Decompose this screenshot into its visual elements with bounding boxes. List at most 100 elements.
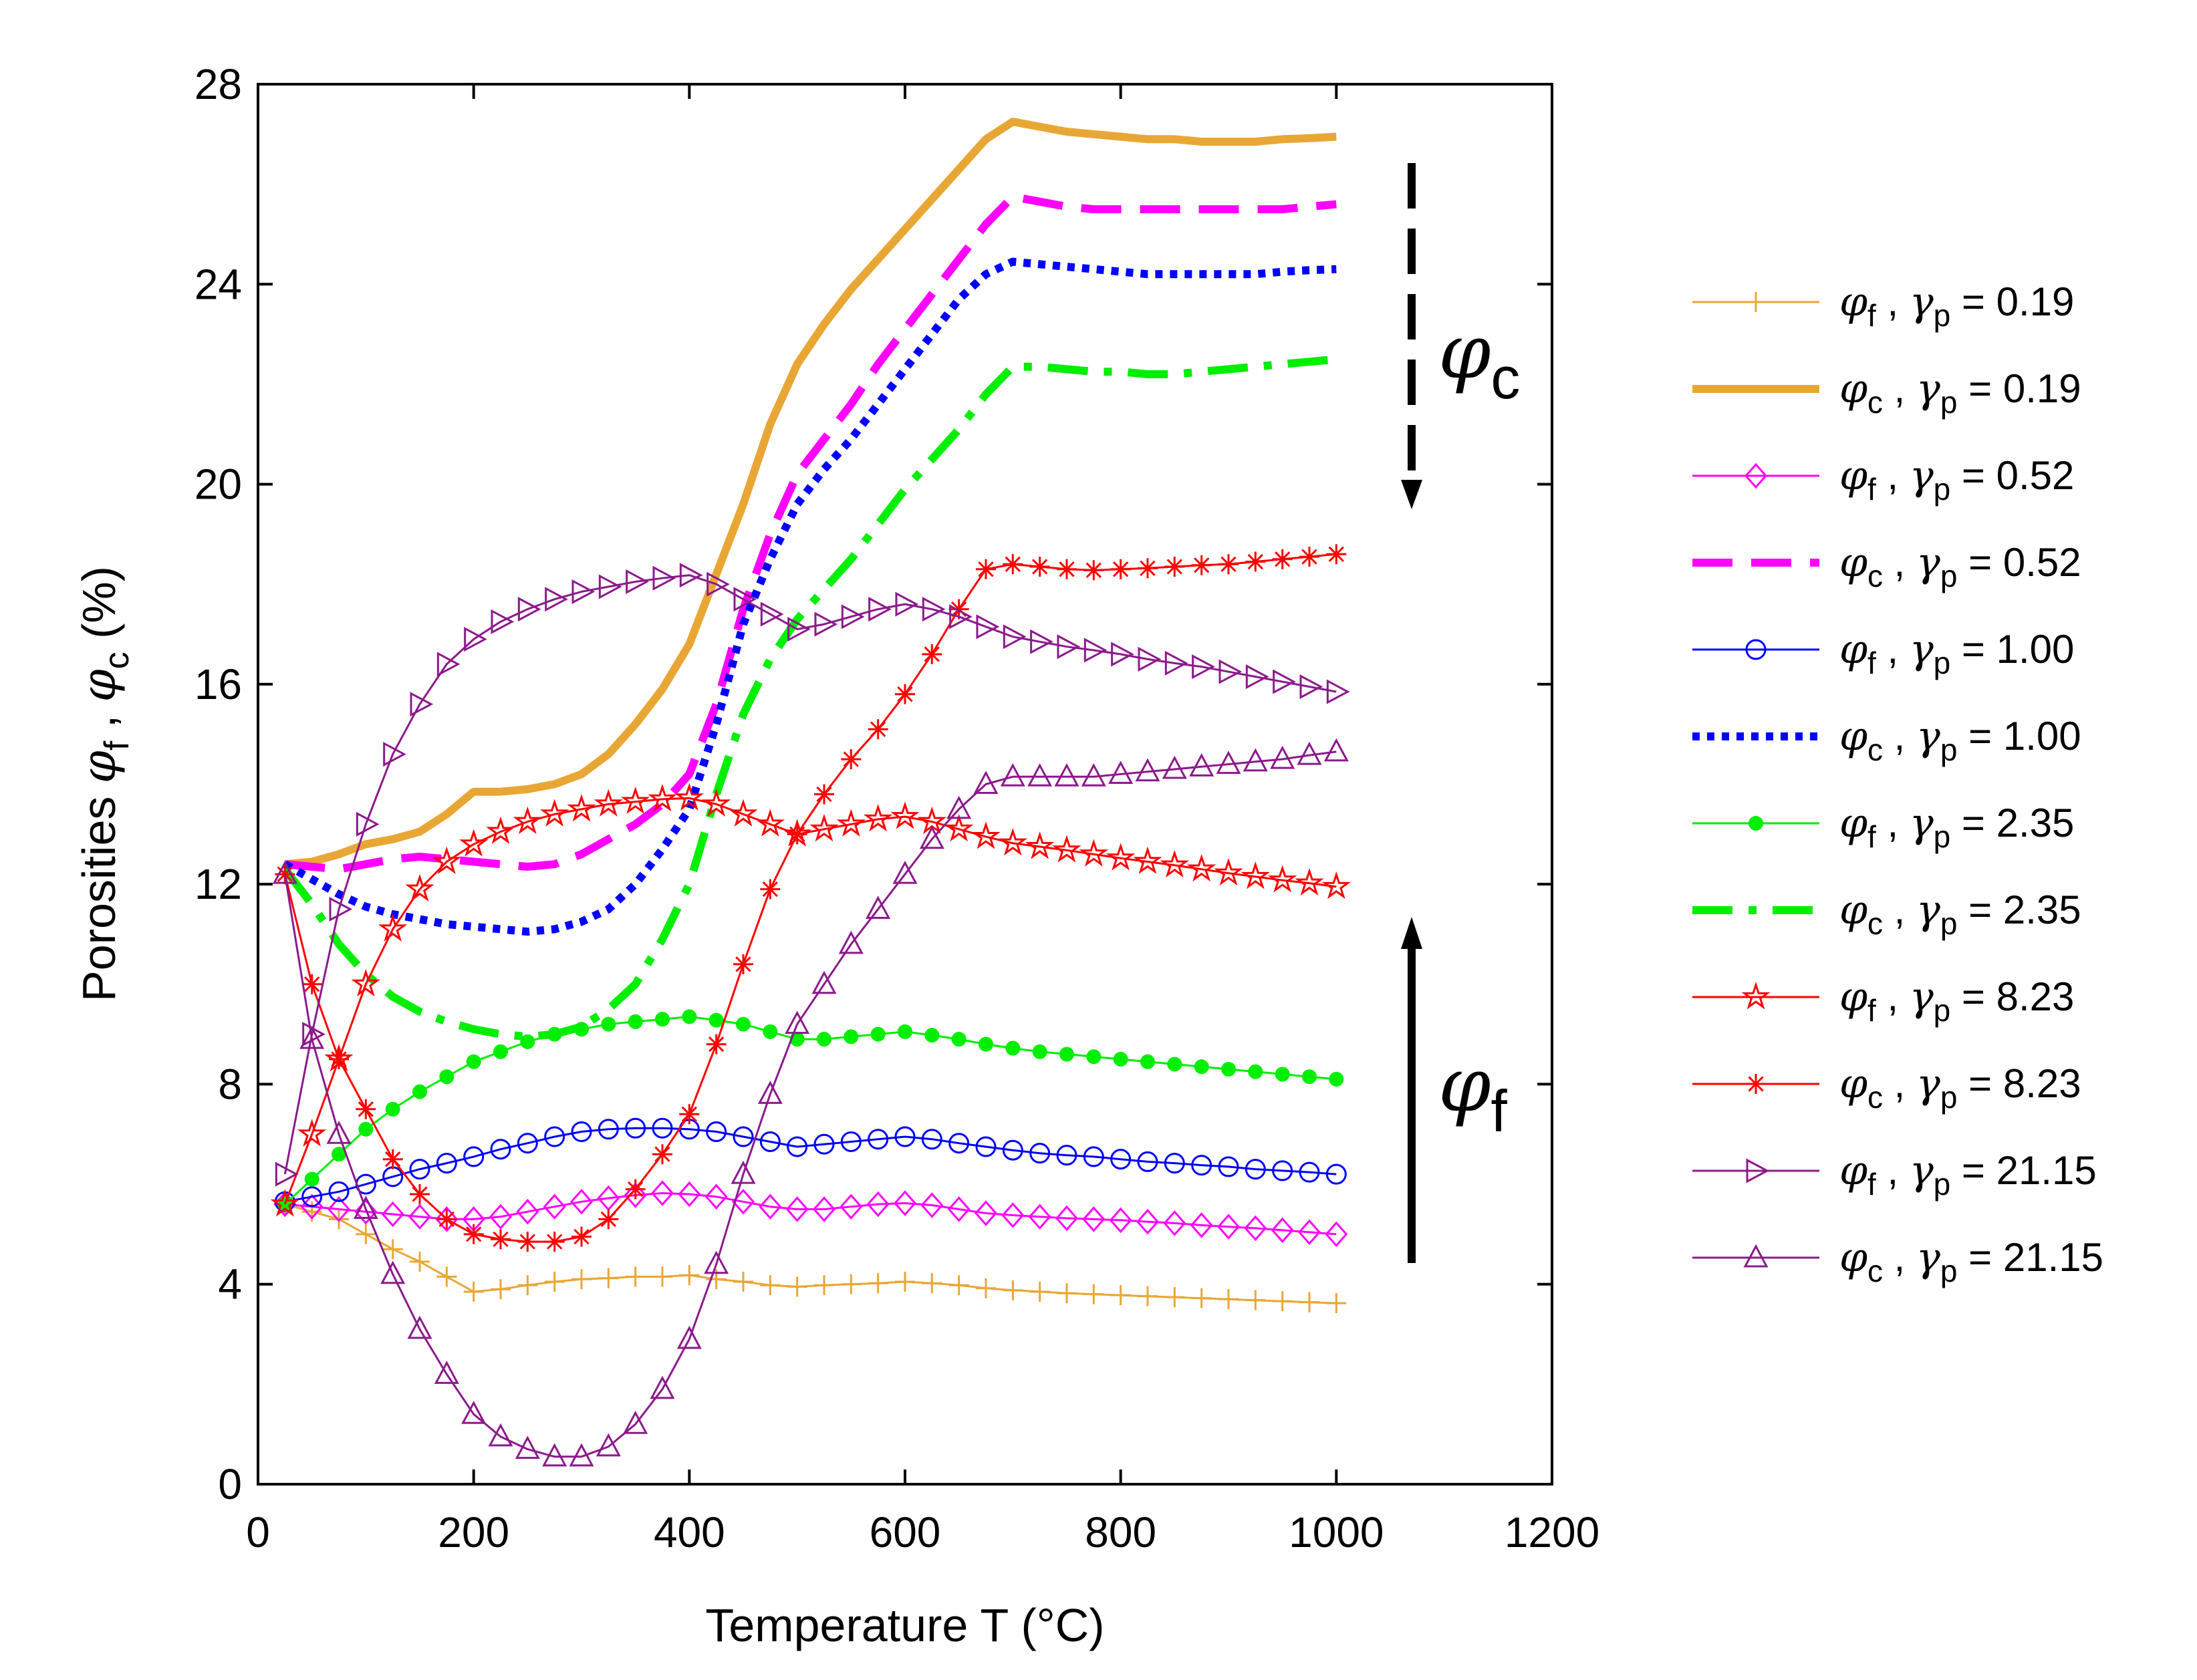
data-point bbox=[378, 914, 408, 942]
data-point bbox=[1110, 559, 1131, 579]
data-point bbox=[625, 1117, 646, 1139]
data-point bbox=[921, 1129, 942, 1150]
data-point bbox=[407, 1315, 432, 1339]
data-point bbox=[760, 879, 781, 899]
legend-gamma: γ bbox=[1910, 452, 1934, 499]
data-point bbox=[1245, 1290, 1266, 1310]
legend-label: φc , γp = 8.23 bbox=[1839, 1061, 2081, 1115]
legend-label: φf , γp = 0.52 bbox=[1839, 452, 2074, 507]
data-point bbox=[866, 1191, 890, 1218]
series-line bbox=[281, 355, 1337, 1041]
data-point bbox=[1162, 755, 1187, 779]
data-point bbox=[1326, 679, 1350, 704]
series-line bbox=[285, 1127, 1337, 1203]
data-point bbox=[841, 1274, 862, 1294]
legend-item: φf , γp = 0.19 bbox=[1692, 279, 2074, 333]
data-point bbox=[755, 809, 785, 837]
legend-sep: , bbox=[1883, 1235, 1916, 1280]
data-point bbox=[596, 1433, 621, 1457]
legend-sep: , bbox=[1876, 801, 1910, 845]
legend-phi-sub: c bbox=[1867, 1080, 1883, 1115]
data-point bbox=[652, 565, 676, 591]
data-point bbox=[817, 1032, 831, 1047]
data-point bbox=[1052, 835, 1081, 863]
data-point bbox=[432, 846, 462, 874]
data-point bbox=[785, 1010, 810, 1034]
data-point bbox=[1138, 1286, 1158, 1306]
legend-phi: φ bbox=[1839, 626, 1867, 673]
data-point bbox=[1321, 871, 1351, 899]
data-point bbox=[1003, 554, 1023, 575]
data-point bbox=[381, 1201, 404, 1228]
legend-value: = 21.15 bbox=[1957, 1235, 2103, 1280]
data-point bbox=[272, 860, 297, 884]
legend-phi-sub: c bbox=[1867, 559, 1883, 593]
data-point bbox=[436, 652, 461, 677]
data-point bbox=[513, 806, 543, 835]
legend-label: φc , γp = 21.15 bbox=[1839, 1234, 2103, 1288]
data-point bbox=[733, 587, 757, 612]
data-point bbox=[919, 825, 944, 849]
y-axis-title-separator: , bbox=[73, 702, 125, 740]
y-axis-title-suffix: (%) bbox=[73, 566, 125, 652]
legend-gamma: γ bbox=[1916, 887, 1940, 934]
data-point bbox=[516, 1198, 539, 1225]
data-point bbox=[868, 1129, 889, 1150]
x-tick-label: 1000 bbox=[1289, 1508, 1384, 1556]
y-axis-title: Porosities φf , φc (%) bbox=[72, 566, 136, 1002]
legend-phi-sub: f bbox=[1867, 298, 1876, 333]
data-point bbox=[1245, 551, 1266, 572]
legend-item: φf , γp = 2.35 bbox=[1692, 800, 2074, 854]
legend-phi: φ bbox=[1839, 974, 1867, 1020]
data-point bbox=[517, 1133, 538, 1154]
series-line bbox=[284, 192, 1337, 873]
phi-f-annotation-symbol: φ bbox=[1438, 1042, 1491, 1129]
data-point bbox=[412, 1084, 427, 1099]
data-point bbox=[1270, 745, 1295, 769]
data-point bbox=[1297, 741, 1322, 765]
data-point bbox=[652, 1144, 672, 1165]
y-tick-label: 28 bbox=[195, 60, 242, 108]
legend-label: φf , γp = 0.19 bbox=[1839, 279, 2074, 333]
data-point bbox=[1160, 849, 1189, 878]
data-point bbox=[729, 799, 758, 827]
data-point bbox=[676, 1325, 702, 1349]
legend-sep: , bbox=[1876, 627, 1910, 672]
series-2 bbox=[284, 118, 1337, 869]
data-point bbox=[814, 784, 834, 805]
data-point bbox=[1086, 1049, 1102, 1065]
legend-phi: φ bbox=[1839, 1061, 1867, 1107]
data-point bbox=[951, 1032, 966, 1047]
data-point bbox=[1029, 557, 1050, 577]
legend-gamma-sub: p bbox=[1934, 1167, 1951, 1202]
legend-gamma: γ bbox=[1916, 539, 1940, 586]
legend-value: = 1.00 bbox=[1957, 714, 2081, 758]
data-point bbox=[1329, 1071, 1344, 1087]
legend-value: = 21.15 bbox=[1950, 1148, 2097, 1193]
data-point bbox=[1194, 1059, 1209, 1075]
data-point bbox=[1057, 559, 1077, 579]
data-point bbox=[922, 644, 942, 664]
legend-label: φf , γp = 2.35 bbox=[1839, 800, 2074, 854]
data-point bbox=[733, 1271, 753, 1292]
data-point bbox=[1055, 1205, 1079, 1232]
data-point bbox=[1167, 1057, 1182, 1072]
data-point bbox=[594, 789, 624, 817]
data-point bbox=[434, 1361, 459, 1384]
data-point bbox=[1245, 1159, 1266, 1180]
phi-c-annotation-symbol: φ bbox=[1438, 309, 1491, 396]
data-point bbox=[706, 1034, 727, 1055]
data-point bbox=[894, 1126, 916, 1147]
legend-value: = 0.19 bbox=[1950, 279, 2074, 324]
legend-sep: , bbox=[1883, 1061, 1916, 1106]
data-point bbox=[1326, 544, 1347, 565]
legend-phi: φ bbox=[1839, 887, 1867, 934]
data-point bbox=[1138, 646, 1162, 672]
legend-gamma-sub: p bbox=[1940, 385, 1958, 420]
data-point bbox=[626, 569, 649, 594]
data-point bbox=[895, 1271, 915, 1292]
legend-item: φc , γp = 0.19 bbox=[1692, 366, 2081, 420]
legend-item: φc , γp = 2.35 bbox=[1692, 887, 2081, 941]
x-tick-label: 200 bbox=[438, 1508, 509, 1556]
data-point bbox=[708, 1012, 724, 1028]
